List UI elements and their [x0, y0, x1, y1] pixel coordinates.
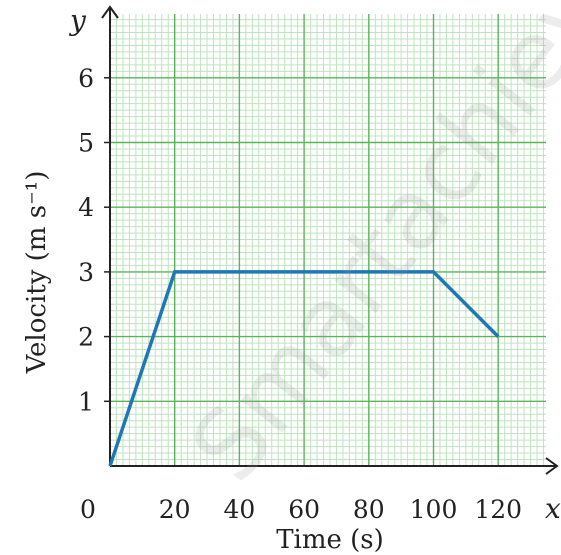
y-axis-label: Velocity (m s⁻¹): [22, 171, 52, 375]
y-axis-letter: y: [68, 4, 87, 37]
watermark: Smartachieve: [169, 0, 561, 502]
tick-labels: 20 40 60 80 100 120 1 2 3 4 5 6: [78, 64, 522, 524]
y-tick-label: 2: [78, 323, 94, 352]
x-tick-label: 80: [353, 495, 385, 524]
x-tick-label: 120: [474, 495, 522, 524]
y-tick-label: 3: [78, 258, 94, 287]
x-tick-label: 20: [159, 495, 191, 524]
x-tick-label: 60: [288, 495, 320, 524]
y-tick-label: 6: [78, 64, 94, 93]
x-tick-label: 100: [410, 495, 458, 524]
x-axis-arrow: [545, 457, 559, 475]
grid: [110, 14, 546, 466]
y-axis-arrow: [101, 5, 119, 19]
y-tick-label: 1: [78, 387, 94, 416]
velocity-line: [108, 270, 500, 467]
x-axis-letter: x: [545, 492, 561, 525]
x-axis-label: Time (s): [276, 525, 384, 555]
origin-label: 0: [80, 495, 96, 524]
axes: [101, 5, 559, 475]
y-tick-label: 5: [78, 129, 94, 158]
x-tick-label: 40: [223, 495, 255, 524]
y-tick-label: 4: [78, 193, 94, 222]
